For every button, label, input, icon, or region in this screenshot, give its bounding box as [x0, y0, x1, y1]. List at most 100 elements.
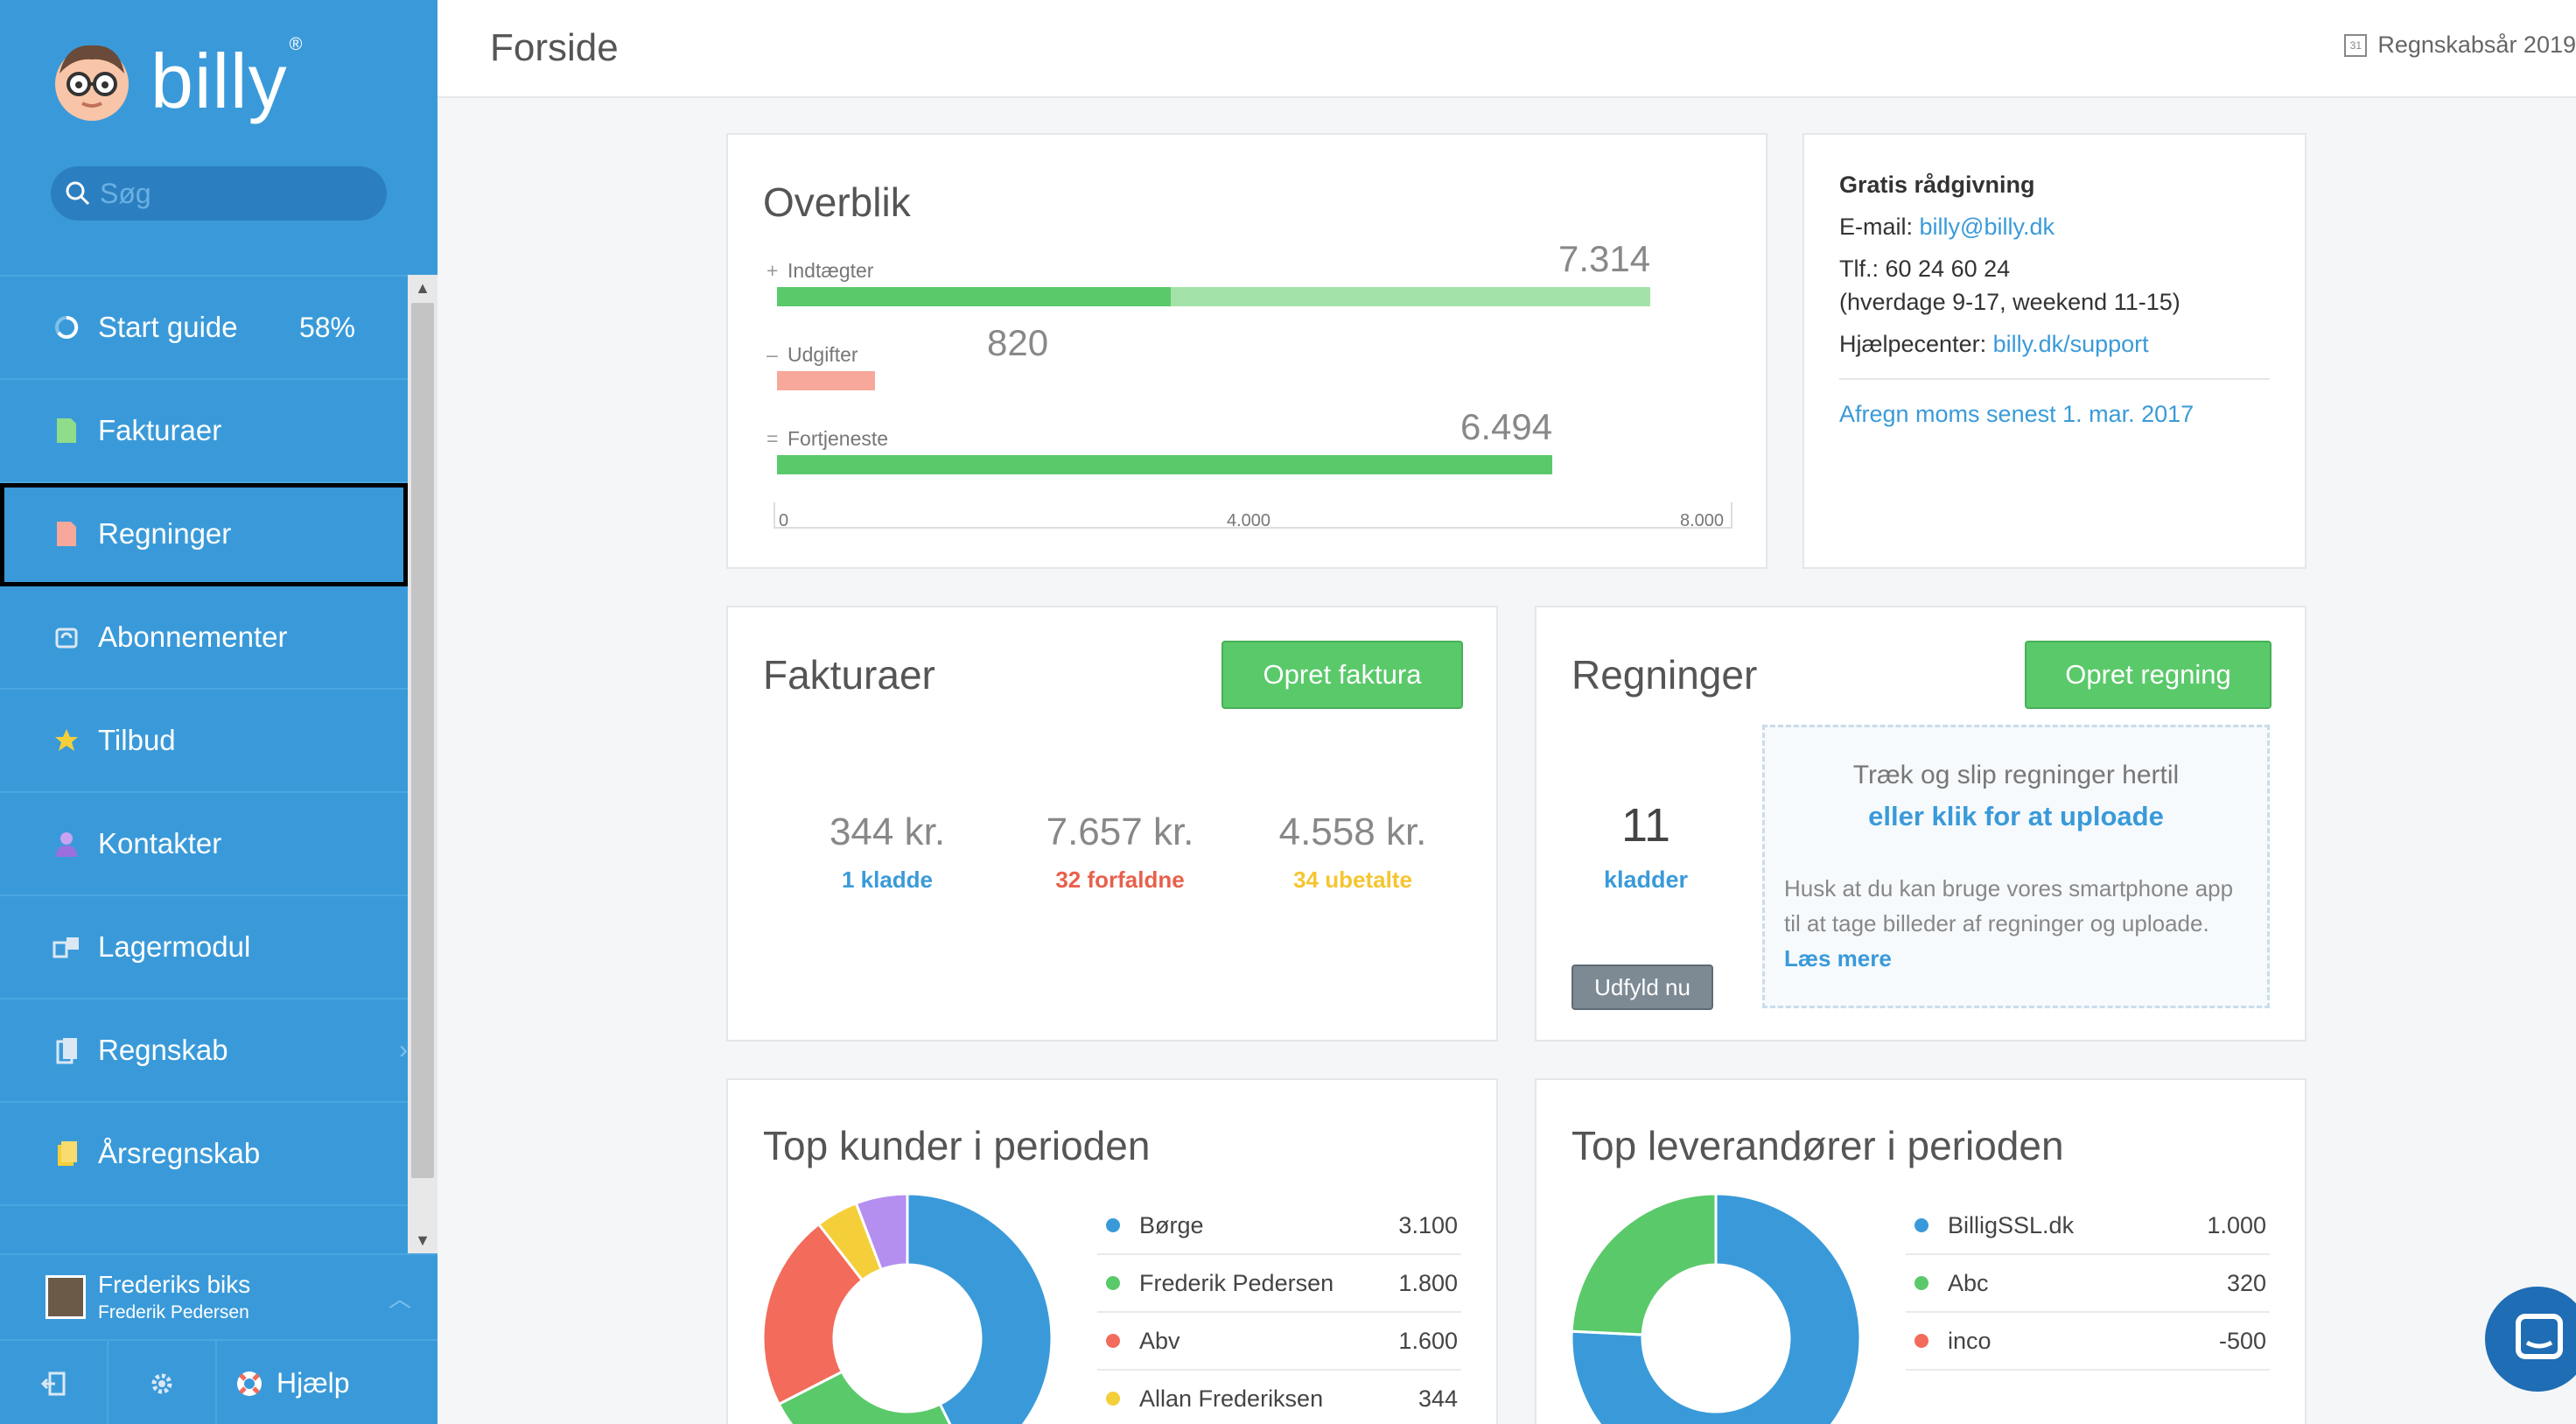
settings-button[interactable] [108, 1341, 217, 1424]
expenses-bar[interactable] [777, 371, 875, 390]
bill-drafts-link[interactable]: kladder [1603, 866, 1689, 893]
income-value: 7.314 [1558, 238, 1651, 279]
sidebar: billy® Start guide 58% Fakturaer Regnin [0, 0, 438, 1424]
top-suppliers-card: Top leverandører i perioden BilligSSL.dk… [1535, 1078, 2306, 1424]
sidebar-scrollbar[interactable]: ▲ ▼ [408, 275, 438, 1253]
billy-logo[interactable]: billy ® [49, 33, 303, 130]
overview-card: Overblik + Indtægter 7.314 – Udgifter 820 … [726, 133, 1768, 569]
person-icon [52, 830, 80, 858]
invoice-drafts-stat[interactable]: 344 kr. 1 kladde [829, 810, 946, 893]
star-icon [52, 726, 80, 754]
sidebar-item-label: Tilbud [98, 724, 176, 756]
invoice-unpaid-stat[interactable]: 4.558 kr. 34 ubetalte [1278, 810, 1427, 893]
invoice-overdue-stat[interactable]: 7.657 kr. 32 forfaldne [1046, 810, 1194, 893]
sidebar-item-label: Årsregnskab [98, 1137, 261, 1169]
scroll-up-icon[interactable]: ▲ [415, 279, 430, 297]
email-link[interactable]: billy@billy.dk [1919, 214, 2054, 240]
bill-drafts-count: 11 [1620, 799, 1671, 852]
logout-button[interactable] [0, 1341, 108, 1424]
top-customers-donut[interactable] [763, 1194, 1052, 1424]
accounting-book-icon [52, 1036, 80, 1064]
income-label: + Indtægter [766, 259, 874, 282]
upload-link[interactable]: eller klik for at uploade [1868, 801, 2164, 831]
read-more-link[interactable]: Læs mere [1784, 945, 1892, 972]
axis-tick: 4.000 [1227, 511, 1271, 530]
search-box[interactable] [51, 166, 387, 221]
donut-slice[interactable] [854, 1194, 909, 1272]
legend-row[interactable]: BilligSSL.dk 1.000 [1906, 1197, 2270, 1255]
scrollbar-thumb[interactable] [411, 303, 434, 1178]
sidebar-item-fakturaer[interactable]: Fakturaer [0, 380, 408, 483]
profit-value: 6.494 [1460, 406, 1553, 447]
legend-row[interactable]: Frederik Pedersen 1.800 [1097, 1255, 1461, 1313]
sidebar-item-regninger[interactable]: Regninger [0, 483, 408, 586]
fiscal-year-label: Regnskabsår 2019 [2377, 32, 2576, 58]
sidebar-item-tilbud[interactable]: Tilbud [0, 690, 408, 793]
advisory-card: Gratis rådgivning E-mail: billy@billy.dk… [1802, 133, 2306, 569]
top-suppliers-legend: BilligSSL.dk 1.000 Abc 320 inco -500 [1906, 1197, 2270, 1371]
help-label: Hjælp [276, 1367, 350, 1399]
help-center-link[interactable]: billy.dk/support [1992, 331, 2149, 357]
top-suppliers-donut[interactable] [1572, 1194, 1860, 1424]
invoices-card: Fakturaer Opret faktura 344 kr. 1 kladde… [726, 606, 1498, 1042]
bills-card: Regninger Opret regning 11 kladder Udfyl… [1535, 606, 2306, 1042]
advisory-email-row: E-mail: billy@billy.dk [1839, 214, 2054, 240]
gear-icon [151, 1373, 172, 1393]
fill-now-button[interactable]: Udfyld nu [1572, 965, 1713, 1010]
user-name: Frederik Pedersen [98, 1302, 249, 1322]
sidebar-item-label: Fakturaer [98, 414, 222, 446]
chat-launcher-button[interactable] [2485, 1287, 2576, 1392]
dropzone-text: Træk og slip regninger hertil [1852, 761, 2180, 789]
sidebar-item-kontakter[interactable]: Kontakter [0, 793, 408, 896]
profile-switcher[interactable]: Frederiks biks Frederik Pedersen ︿ [0, 1253, 438, 1339]
inventory-icon [52, 933, 80, 961]
donut-slice[interactable] [1572, 1194, 1860, 1424]
donut-slice[interactable] [1572, 1194, 1718, 1336]
sidebar-item-label: Start guide [98, 311, 238, 343]
sidebar-item-start-guide[interactable]: Start guide 58% [0, 277, 408, 380]
advisory-hours: (hverdage 9-17, weekend 11-15) [1839, 289, 2180, 315]
vat-deadline-link[interactable]: Afregn moms senest 1. mar. 2017 [1839, 401, 2194, 427]
page-title: Forside [490, 26, 619, 69]
sidebar-item-label: Kontakter [98, 827, 222, 859]
help-button[interactable]: Hjælp [217, 1341, 438, 1424]
profit-label: = Fortjeneste [766, 427, 889, 450]
invoice-document-icon [52, 417, 80, 445]
sidebar-bottom-bar: Hjælp [0, 1339, 438, 1424]
start-guide-progress: 58% [298, 311, 355, 343]
legend-row[interactable]: Abv 1.600 [1097, 1313, 1461, 1371]
invoices-title: Fakturaer [763, 652, 935, 698]
calendar-icon: 31 [2344, 33, 2368, 57]
donut-slice[interactable] [777, 1370, 971, 1424]
expenses-value: 820 [987, 322, 1049, 363]
profit-bar[interactable] [777, 455, 1552, 474]
chevron-up-icon: ︿ [388, 1285, 411, 1312]
overview-axis [774, 502, 1732, 529]
legend-row[interactable]: Allan Frederiksen 344 [1097, 1371, 1461, 1424]
annual-report-icon [52, 1140, 80, 1168]
brand-name: billy ® [150, 35, 304, 124]
legend-row[interactable]: Abc 320 [1906, 1255, 2270, 1313]
fiscal-year-selector[interactable]: 31 Regnskabsår 2019 [2344, 32, 2576, 59]
overview-title: Overblik [763, 179, 911, 225]
sidebar-item-lagermodul[interactable]: Lagermodul [0, 896, 408, 1000]
sidebar-item-abonnementer[interactable]: Abonnementer [0, 586, 408, 690]
search-input[interactable] [100, 177, 362, 210]
bill-upload-dropzone[interactable]: Træk og slip regninger hertil eller klik… [1762, 725, 2270, 1008]
sidebar-item-label: Abonnementer [98, 621, 288, 653]
create-invoice-button[interactable]: Opret faktura [1222, 641, 1463, 709]
subscription-icon [52, 623, 80, 651]
legend-row[interactable]: Børge 3.100 [1097, 1197, 1461, 1255]
scroll-down-icon[interactable]: ▼ [415, 1231, 430, 1249]
donut-slice[interactable] [763, 1222, 864, 1406]
logout-icon [40, 1371, 66, 1395]
axis-tick: 8.000 [1680, 511, 1725, 530]
sidebar-item-label: Regninger [98, 517, 232, 550]
chat-icon [2516, 1314, 2563, 1359]
donut-slice[interactable] [906, 1194, 1052, 1424]
sidebar-item-regnskab[interactable]: Regnskab › [0, 1000, 408, 1103]
create-bill-button[interactable]: Opret regning [2025, 641, 2272, 709]
income-bar-paid[interactable] [777, 287, 1171, 306]
legend-row[interactable]: inco -500 [1906, 1313, 2270, 1371]
sidebar-item-aarsregnskab[interactable]: Årsregnskab [0, 1103, 408, 1206]
